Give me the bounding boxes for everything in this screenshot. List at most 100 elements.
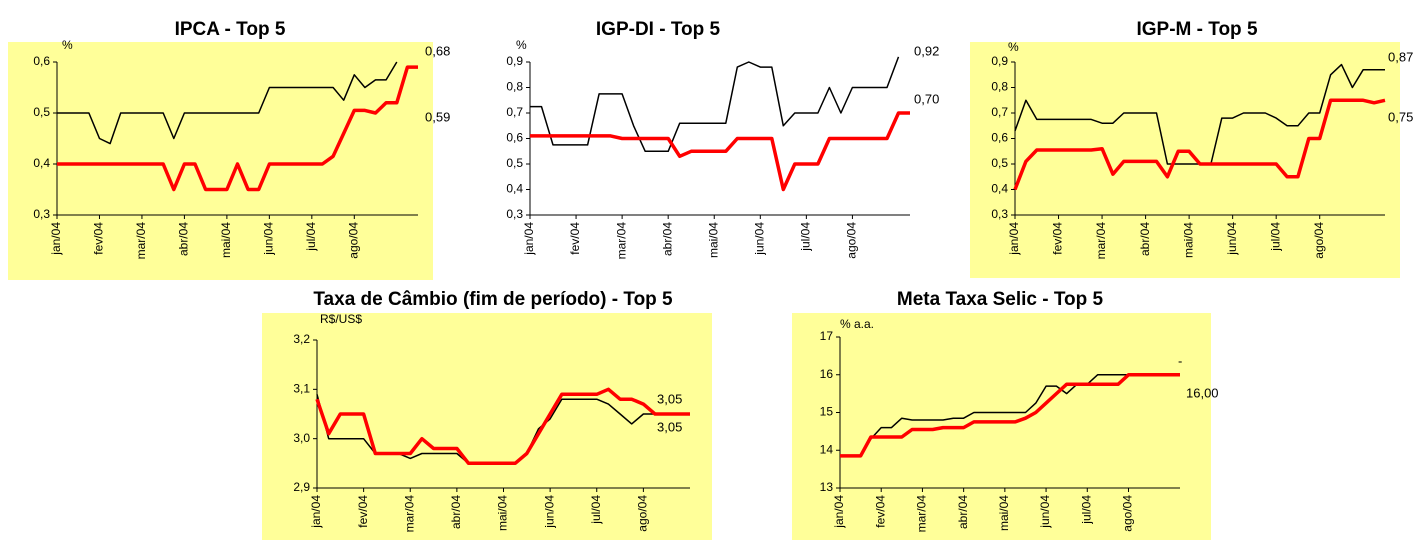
x-tick-label: jul/04: [304, 222, 318, 252]
annotation: 0,75: [1388, 109, 1413, 124]
y-tick-label: 2,9: [293, 480, 310, 494]
y-tick-label: 17: [820, 329, 834, 343]
annotation: 16,00: [1186, 385, 1219, 400]
series-line: [840, 374, 1180, 457]
series-line: [1013, 98, 1386, 191]
series-line: [315, 387, 690, 466]
y-axis-unit: %: [1008, 40, 1019, 54]
x-tick-label: abr/04: [1138, 222, 1152, 256]
chart-title: IPCA - Top 5: [175, 19, 286, 40]
annotation: 0,70: [914, 91, 939, 106]
x-tick-label: jan/04: [832, 495, 846, 529]
x-tick-label: mar/04: [134, 222, 148, 260]
x-tick-label: abr/04: [660, 222, 674, 256]
y-tick-label: 3,2: [293, 332, 310, 346]
x-tick-label: abr/04: [177, 222, 191, 256]
y-tick-label: 0,7: [991, 105, 1008, 119]
x-tick-label: mai/04: [997, 495, 1011, 531]
x-tick-label: jan/04: [309, 495, 323, 529]
x-tick-label: mai/04: [1181, 222, 1195, 258]
x-tick-label: jul/04: [1079, 495, 1093, 525]
x-tick-label: jan/04: [522, 222, 536, 256]
x-tick-label: mai/04: [706, 222, 720, 258]
annotation: 3,05: [657, 391, 682, 406]
series-line: [530, 111, 910, 192]
x-tick-label: jan/04: [49, 222, 63, 256]
x-tick-label: abr/04: [956, 495, 970, 529]
y-axis-unit: %: [62, 38, 73, 52]
x-tick-label: mai/04: [219, 222, 233, 258]
y-tick-label: 0,8: [991, 80, 1008, 94]
x-tick-label: jul/04: [589, 495, 603, 525]
y-axis-unit: % a.a.: [840, 317, 874, 331]
y-tick-label: 16: [820, 367, 834, 381]
x-tick-label: jun/04: [542, 495, 556, 529]
x-tick-label: jun/04: [1038, 495, 1052, 529]
y-axis-unit: %: [516, 38, 527, 52]
x-tick-label: jan/04: [1007, 222, 1021, 256]
chart-background: [262, 313, 712, 540]
x-tick-label: mar/04: [915, 495, 929, 533]
x-tick-label: jun/04: [1225, 222, 1239, 256]
series-line: [57, 61, 398, 145]
y-tick-label: 0,9: [506, 54, 523, 68]
annotation: 0,59: [425, 109, 450, 124]
chart-title: Taxa de Câmbio (fim de período) - Top 5: [313, 289, 673, 310]
x-tick-label: fev/04: [568, 222, 582, 255]
x-tick-label: abr/04: [449, 495, 463, 529]
y-tick-label: 0,6: [33, 54, 50, 68]
x-tick-label: ago/04: [1312, 222, 1326, 259]
x-tick-label: ago/04: [636, 495, 650, 532]
x-tick-label: mai/04: [496, 495, 510, 531]
y-tick-label: 3,1: [293, 382, 310, 396]
chart-title: Meta Taxa Selic - Top 5: [897, 289, 1104, 310]
y-tick-label: 0,3: [33, 207, 50, 221]
chart-background: [792, 313, 1211, 540]
x-tick-label: jul/04: [799, 222, 813, 252]
y-axis-unit: R$/US$: [320, 312, 362, 326]
x-tick-label: fev/04: [873, 495, 887, 528]
chart-background: [8, 42, 433, 280]
series-line: [530, 56, 900, 153]
y-tick-label: 0,6: [991, 131, 1008, 145]
y-tick-label: 0,3: [991, 207, 1008, 221]
x-tick-label: ago/04: [346, 222, 360, 259]
y-tick-label: 0,4: [33, 156, 50, 170]
x-tick-label: fev/04: [356, 495, 370, 528]
y-tick-label: 0,4: [991, 182, 1008, 196]
y-tick-label: 0,5: [991, 156, 1008, 170]
y-tick-label: 0,8: [506, 80, 523, 94]
chart-title: IGP-M - Top 5: [1136, 19, 1257, 40]
y-tick-label: 15: [820, 405, 834, 419]
y-tick-label: 0,7: [506, 105, 523, 119]
y-tick-label: 0,4: [506, 182, 523, 196]
y-tick-label: 0,6: [506, 131, 523, 145]
y-tick-label: 0,3: [506, 207, 523, 221]
chart-title: IGP-DI - Top 5: [596, 19, 721, 40]
x-tick-label: jun/04: [262, 222, 276, 256]
series-line: [840, 373, 1180, 458]
x-tick-label: ago/04: [845, 222, 859, 259]
series-line: [57, 65, 418, 192]
x-tick-label: fev/04: [92, 222, 106, 255]
y-tick-label: 0,9: [991, 54, 1008, 68]
annotation: 0,87: [1388, 49, 1413, 64]
x-tick-label: jun/04: [752, 222, 766, 256]
x-tick-label: mar/04: [402, 495, 416, 533]
y-tick-label: 0,5: [33, 105, 50, 119]
annotation: 3,05: [657, 419, 682, 434]
y-tick-label: 13: [820, 480, 834, 494]
annotation: 0,92: [914, 43, 939, 58]
x-tick-label: mar/04: [1094, 222, 1108, 260]
x-tick-label: ago/04: [1121, 495, 1135, 532]
x-tick-label: fev/04: [1051, 222, 1065, 255]
annotation: -: [1178, 353, 1182, 368]
x-tick-label: mar/04: [614, 222, 628, 260]
y-tick-label: 0,5: [506, 156, 523, 170]
y-tick-label: 14: [820, 442, 834, 456]
y-tick-label: 3,0: [293, 431, 310, 445]
x-tick-label: jul/04: [1268, 222, 1282, 252]
annotation: 0,68: [425, 43, 450, 58]
